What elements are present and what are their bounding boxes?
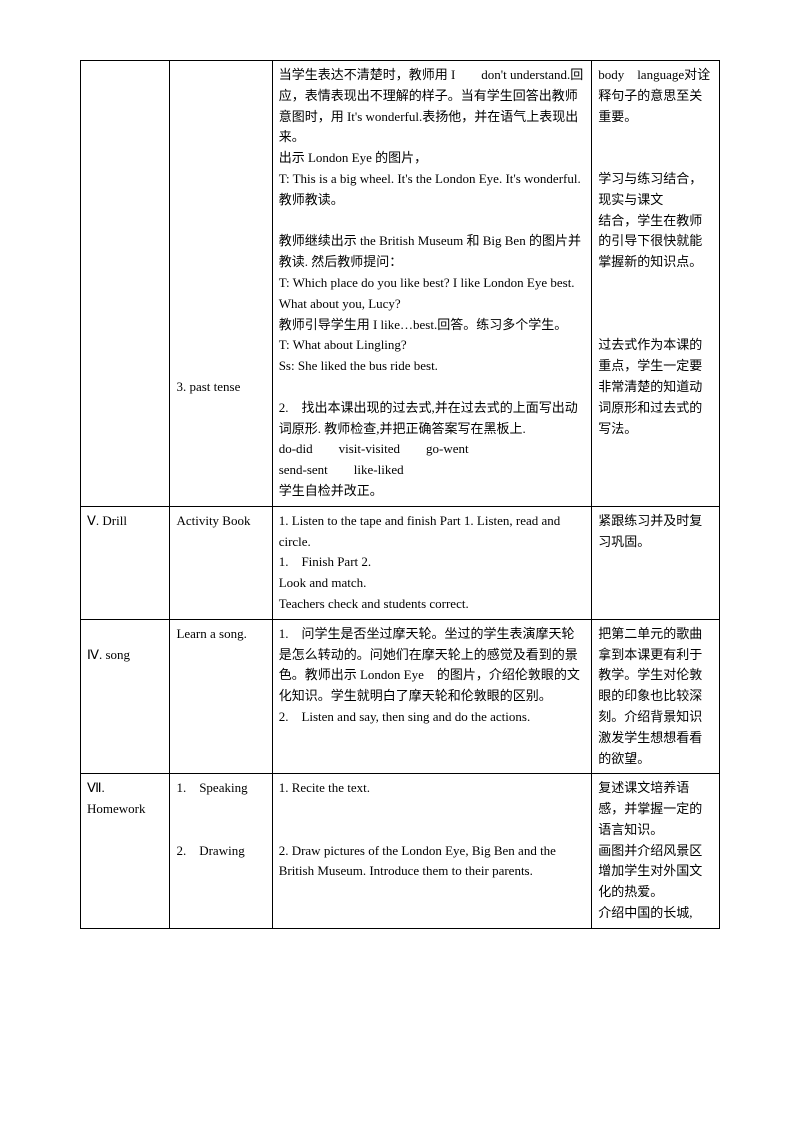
stage-cell: Ⅶ. Homework — [81, 774, 170, 929]
cell-line: Teachers check and students correct. — [279, 594, 586, 615]
cell-line: 1. Recite the text. — [279, 778, 586, 799]
cell-line: 教师继续出示 the British Museum 和 Big Ben 的图片并… — [279, 231, 586, 273]
procedure-cell: 当学生表达不清楚时，教师用 I don't understand.回应，表情表现… — [272, 61, 592, 507]
stage-cell: Ⅴ. Drill — [81, 506, 170, 619]
cell-line: 教师引导学生用 I like…best.回答。练习多个学生。 — [279, 315, 586, 336]
cell-line: 当学生表达不清楚时，教师用 I don't understand.回应，表情表现… — [279, 65, 586, 148]
purpose-cell: 紧跟练习并及时复习巩固。 — [592, 506, 720, 619]
cell-line: 1. Listen to the tape and finish Part 1.… — [279, 511, 586, 553]
cell-line: do-did visit-visited go-went — [279, 439, 586, 460]
table-row: 3. past tense当学生表达不清楚时，教师用 I don't under… — [81, 61, 720, 507]
cell-line: 介绍中国的长城, — [598, 903, 713, 924]
cell-line: Look and match. — [279, 573, 586, 594]
procedure-cell: 1. Recite the text. 2. Draw pictures of … — [272, 774, 592, 929]
cell-line: T: Which place do you like best? I like … — [279, 273, 586, 315]
cell-line: 紧跟练习并及时复习巩固。 — [598, 511, 713, 553]
procedure-cell: 1. 问学生是否坐过摩天轮。坐过的学生表演摩天轮是怎么转动的。问她们在摩天轮上的… — [272, 619, 592, 774]
cell-line: 把第二单元的歌曲拿到本课更有利于教学。学生对伦敦眼的印象也比较深刻。介绍背景知识… — [598, 624, 713, 770]
procedure-cell: 1. Listen to the tape and finish Part 1.… — [272, 506, 592, 619]
activity-cell: Learn a song. — [170, 619, 272, 774]
table-row: Ⅳ. songLearn a song.1. 问学生是否坐过摩天轮。坐过的学生表… — [81, 619, 720, 774]
cell-line: 过去式作为本课的重点，学生一定要非常清楚的知道动词原形和过去式的写法。 — [598, 335, 713, 439]
activity-cell: 3. past tense — [170, 61, 272, 507]
cell-line: body language对诠释句子的意思至关重要。 — [598, 65, 713, 127]
cell-line: 学习与练习结合，现实与课文 — [598, 169, 713, 211]
table-row: Ⅴ. DrillActivity Book1. Listen to the ta… — [81, 506, 720, 619]
cell-line: T: This is a big wheel. It's the London … — [279, 169, 586, 211]
cell-line: 1. Finish Part 2. — [279, 552, 586, 573]
cell-line: 复述课文培养语感，并掌握一定的语言知识。 — [598, 778, 713, 840]
table-row: Ⅶ. Homework1. Speaking 2. Drawing1. Reci… — [81, 774, 720, 929]
stage-cell: Ⅳ. song — [81, 619, 170, 774]
purpose-cell: 复述课文培养语感，并掌握一定的语言知识。画图并介绍风景区增加学生对外国文化的热爱… — [592, 774, 720, 929]
cell-line: send-sent like-liked — [279, 460, 586, 481]
cell-line: 2. Draw pictures of the London Eye, Big … — [279, 841, 586, 883]
cell-line: T: What about Lingling? — [279, 335, 586, 356]
cell-line: 1. 问学生是否坐过摩天轮。坐过的学生表演摩天轮是怎么转动的。问她们在摩天轮上的… — [279, 624, 586, 707]
activity-cell: 1. Speaking 2. Drawing — [170, 774, 272, 929]
stage-cell — [81, 61, 170, 507]
lesson-plan-table: 3. past tense当学生表达不清楚时，教师用 I don't under… — [80, 60, 720, 929]
cell-line: 画图并介绍风景区增加学生对外国文化的热爱。 — [598, 841, 713, 903]
cell-line: 2. Listen and say, then sing and do the … — [279, 707, 586, 728]
cell-line: 2. 找出本课出现的过去式,并在过去式的上面写出动词原形. 教师检查,并把正确答… — [279, 398, 586, 440]
cell-line: 出示 London Eye 的图片， — [279, 148, 586, 169]
cell-line: 结合，学生在教师的引导下很快就能掌握新的知识点。 — [598, 211, 713, 273]
cell-line: Ss: She liked the bus ride best. — [279, 356, 586, 377]
purpose-cell: 把第二单元的歌曲拿到本课更有利于教学。学生对伦敦眼的印象也比较深刻。介绍背景知识… — [592, 619, 720, 774]
activity-cell: Activity Book — [170, 506, 272, 619]
purpose-cell: body language对诠释句子的意思至关重要。 学习与练习结合，现实与课文… — [592, 61, 720, 507]
cell-line: 学生自检并改正。 — [279, 481, 586, 502]
